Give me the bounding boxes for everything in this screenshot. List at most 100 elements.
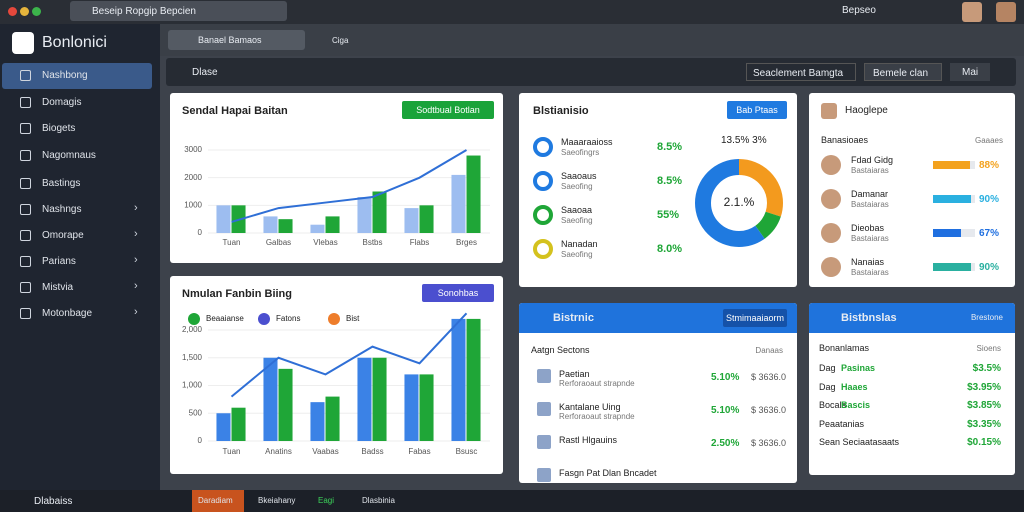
filter-bar: Dlase Seaclement Bamgta Bemele clan Mai (166, 58, 1016, 86)
card-header (809, 303, 1015, 333)
item-icon (533, 137, 553, 157)
row-icon (537, 402, 551, 416)
row-value: $0.15% (967, 437, 1001, 448)
menu-icon (20, 204, 31, 215)
browser-tab[interactable]: Beseip Ropgip Bepcien (70, 1, 287, 21)
menu-icon (20, 230, 31, 241)
search-link[interactable]: Ciga (332, 36, 349, 45)
row-name: Dag (819, 381, 836, 392)
button[interactable]: Sonohbas (422, 284, 494, 302)
brand: Bonlonici (42, 34, 107, 51)
button[interactable]: Stmimaaiaorm (723, 309, 787, 327)
avatar[interactable] (996, 2, 1016, 22)
select[interactable]: Bemele clan (864, 63, 942, 81)
bottom-bar: Dlabaiss Daradiam Bkeiahany Eagi Dlasbinia (0, 490, 1024, 512)
legend-label: Beaaianse (206, 314, 244, 323)
row-icon (537, 369, 551, 383)
row-sub: Bastaiaras (851, 200, 889, 209)
menu-icon (20, 256, 31, 267)
header-link[interactable]: Brestone (970, 313, 1003, 322)
progress-label: 88% (979, 160, 1000, 171)
avatar (821, 155, 841, 175)
item-sub: Saeofingrs (561, 148, 600, 157)
menu-item[interactable]: Biogets (42, 123, 76, 134)
progress-bar (933, 229, 962, 237)
row-tag: Haaes (841, 381, 868, 392)
taskbar-tab[interactable]: Dlasbinia (362, 496, 395, 505)
row-icon (537, 435, 551, 449)
menu-icon (20, 282, 31, 293)
row-pct: 5.10% (711, 405, 740, 416)
card-title: Blstianisio (533, 105, 589, 117)
side-label: Sioens (976, 344, 1001, 353)
row-name: Bocals (819, 400, 847, 410)
search-field[interactable]: Banael Bamaos (168, 30, 305, 50)
legend-dot (188, 313, 200, 325)
avatar (821, 103, 837, 119)
menu-item[interactable]: Nagomnaus (42, 150, 96, 161)
select[interactable]: Seaclement Bamgta (746, 63, 856, 81)
menu-item[interactable]: Motonbage (42, 308, 93, 319)
row-name: Fasgn Pat Dlan Bncadet (559, 468, 657, 478)
menu-icon (20, 150, 31, 161)
side-label: Gaaaes (974, 136, 1003, 145)
item-name: Saaoaus (561, 171, 597, 181)
progress-label: 90% (979, 194, 1000, 205)
menu-active (2, 63, 152, 89)
menu-item[interactable]: Mistvia (42, 282, 74, 293)
row-name: Paetian (559, 369, 590, 379)
row-tag: Bascis (841, 400, 871, 410)
row-name: Damanar (851, 189, 889, 199)
item-sub: Saeofing (561, 182, 593, 191)
legend-dot (328, 313, 340, 325)
window-controls (8, 7, 46, 17)
button[interactable]: Bab Ptaas (727, 101, 787, 119)
item-sub: Saeofing (561, 250, 593, 259)
row-pct: 5.10% (711, 372, 740, 383)
toolbar: Banael Bamaos Ciga (160, 24, 1024, 56)
item-icon (533, 205, 553, 225)
avatar (821, 223, 841, 243)
item-value: 8.5% (657, 141, 683, 153)
stats-card: Bistbnslas Brestone Bonanlamas Sioens Da… (809, 303, 1015, 475)
chevron: › (134, 306, 138, 318)
progress-label: 67% (979, 228, 1000, 239)
sidebar: Bonlonici Nashbong Domagis Biogets Nagomnau… (0, 24, 160, 490)
item-value: 8.0% (657, 243, 683, 255)
row-sub: Rerforaoaut strapnde (559, 379, 635, 388)
chevron: › (134, 228, 138, 240)
taskbar-tab[interactable]: Daradiam (192, 490, 244, 512)
item-sub: Saeofing (561, 216, 593, 225)
legend-label: Bist (346, 314, 360, 323)
menu-item[interactable]: Bastings (42, 178, 81, 189)
menu-icon (20, 97, 31, 108)
taskbar-tab[interactable]: Eagi (318, 496, 335, 505)
card-title: Bistrnic (553, 312, 594, 324)
taskbar-tab[interactable]: Bkeiahany (258, 496, 296, 505)
menu-item[interactable]: Nashbong (42, 70, 88, 81)
chevron: › (134, 280, 138, 292)
menu-item[interactable]: Nashngs (42, 204, 82, 215)
avatar (821, 189, 841, 209)
top-bar: Beseip Ropgip Bepcien Bepseo (0, 0, 1024, 24)
legend-label: Fatons (276, 314, 301, 323)
button[interactable]: Sodtbual Botlan (402, 101, 494, 119)
row-value: $3.35% (967, 418, 1001, 430)
menu-item[interactable]: Parians (42, 256, 76, 267)
row-name: Sean Seciaatasaats (819, 437, 900, 447)
item-name: Saaoaa (561, 205, 593, 215)
button[interactable]: Mai (950, 63, 990, 81)
menu-icon (20, 308, 31, 319)
card-title: Sendal Hapai Baitan (182, 105, 288, 117)
item-icon (533, 171, 553, 191)
row-value: $3.95% (967, 381, 1001, 393)
row-icon (537, 468, 551, 482)
row-amt: $ 3636.0 (751, 438, 787, 448)
donut-header: 13.5% 3% (721, 135, 767, 146)
menu-item[interactable]: Omorape (42, 230, 84, 241)
menu-item[interactable]: Domagis (42, 97, 82, 108)
avatar[interactable] (962, 2, 982, 22)
row-amt: $ 3636.0 (751, 405, 787, 415)
row-name: Peaatanias (819, 418, 865, 429)
row-pct: 2.50% (711, 438, 740, 449)
